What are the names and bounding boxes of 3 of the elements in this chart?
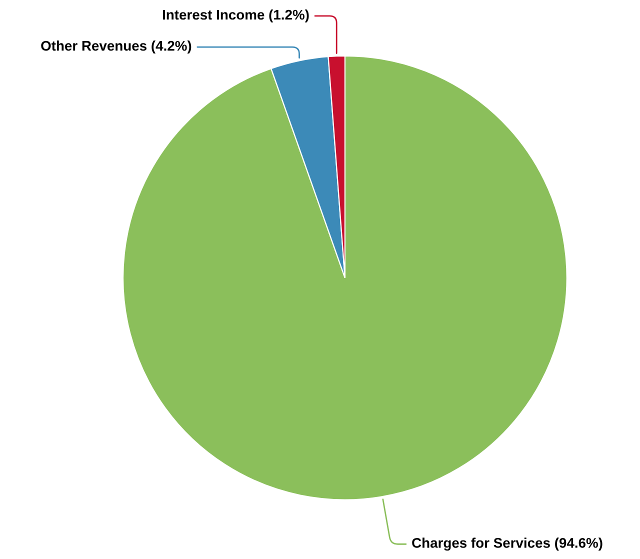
slice-label: Charges for Services (94.6%): [412, 538, 602, 551]
slice-label: Other Revenues (4.2%): [41, 40, 192, 54]
slice-label: Interest Income (1.2%): [162, 9, 309, 22]
